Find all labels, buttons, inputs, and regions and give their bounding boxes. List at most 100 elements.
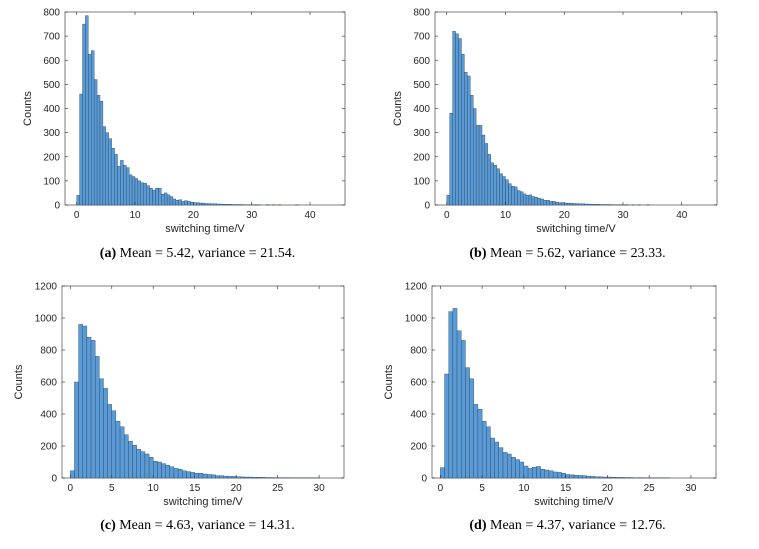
bar-d-33 <box>578 475 583 479</box>
bar-b-39 <box>561 202 565 206</box>
y-tick-label-a-0: 0 <box>54 201 60 212</box>
bar-b-31 <box>537 198 541 206</box>
bar-b-25 <box>520 191 524 206</box>
x-tick-label-c-1: 5 <box>109 483 115 494</box>
bar-b-18 <box>499 173 503 206</box>
bar-c-21 <box>157 461 162 479</box>
x-tick-label-c-2: 10 <box>148 483 160 494</box>
bar-b-20 <box>505 179 509 206</box>
bar-c-20 <box>153 461 158 479</box>
y-tick-label-c-5: 1000 <box>35 314 58 325</box>
bar-d-26 <box>548 470 554 479</box>
bar-d-4 <box>456 330 462 479</box>
bar-c-5 <box>90 340 96 479</box>
y-tick-label-b-5: 500 <box>413 80 430 91</box>
bar-b-19 <box>502 176 506 206</box>
y-tick-label-b-8: 800 <box>413 8 430 19</box>
bar-b-45 <box>578 203 583 206</box>
bar-a-4 <box>88 54 92 206</box>
bar-c-34 <box>211 474 216 479</box>
y-tick-label-d-1: 200 <box>410 442 427 453</box>
x-tick-label-c-6: 30 <box>314 483 326 494</box>
bar-c-46 <box>260 477 266 479</box>
bar-b-11 <box>478 125 483 206</box>
bar-a-35 <box>178 199 182 206</box>
x-tick-label-a-1: 10 <box>129 210 141 221</box>
bar-d-14 <box>498 447 504 479</box>
bar-d-11 <box>486 426 491 479</box>
x-tick-label-b-3: 30 <box>617 210 629 221</box>
bar-d-5 <box>461 340 466 479</box>
bar-d-8 <box>473 404 479 479</box>
bar-d-24 <box>540 469 545 479</box>
bar-b-24 <box>517 190 521 206</box>
histogram-c: 0 5 10 15 20 25 30 0 200 400 600 800 1000 1200 switchi… <box>13 282 345 508</box>
y-axis-label-c: Counts <box>13 364 25 399</box>
bar-a-18 <box>128 174 133 206</box>
bar-d-12 <box>490 437 495 479</box>
bar-b-4 <box>458 38 462 206</box>
bar-d-0 <box>440 467 445 479</box>
bar-c-37 <box>223 475 229 479</box>
x-tick-label-a-0: 0 <box>74 210 80 221</box>
bar-d-28 <box>557 472 562 479</box>
x-tick-label-d-1: 5 <box>479 483 485 494</box>
bar-b-6 <box>464 72 468 206</box>
bar-b-47 <box>584 203 588 206</box>
x-tick-label-c-4: 20 <box>231 483 243 494</box>
y-tick-label-a-1: 100 <box>43 176 60 187</box>
y-tick-label-c-6: 1200 <box>35 282 58 293</box>
bar-c-25 <box>173 468 179 479</box>
bar-a-5 <box>91 50 95 206</box>
x-tick-label-d-6: 30 <box>685 483 697 494</box>
bar-c-14 <box>128 441 133 479</box>
bar-c-16 <box>136 449 141 479</box>
x-axis-label-a: switching time/V <box>165 223 245 235</box>
panel-c: 0 5 10 15 20 25 30 0 200 400 600 800 1000 1200 switchi… <box>0 272 380 517</box>
y-tick-label-a-3: 300 <box>43 128 60 139</box>
bar-b-26 <box>522 193 527 206</box>
panel-d: 0 5 10 15 20 25 30 0 200 400 600 800 1000 1200 switchi… <box>370 272 755 517</box>
histogram-b: 0 10 20 30 400100200300400500600700800switch… <box>392 8 718 235</box>
bar-a-29 <box>161 193 165 206</box>
bar-a-9 <box>102 126 107 206</box>
x-tick-label-a-3: 30 <box>246 210 258 221</box>
y-tick-label-d-2: 400 <box>410 410 427 421</box>
x-axis-label-c: switching time/V <box>163 496 243 508</box>
bar-b-13 <box>484 143 489 206</box>
x-tick-label-d-4: 20 <box>602 483 614 494</box>
bar-a-31 <box>166 194 171 206</box>
bar-d-27 <box>552 471 558 479</box>
caption-b: (b) Mean = 5.62, variance = 23.33. <box>400 246 735 262</box>
x-tick-label-d-5: 25 <box>644 483 656 494</box>
caption-d: (d) Mean = 4.37, variance = 12.76. <box>400 518 735 534</box>
bar-b-50 <box>593 204 597 206</box>
bar-a-19 <box>131 176 136 206</box>
y-tick-label-b-3: 300 <box>413 128 430 139</box>
x-axis-label-b: switching time/V <box>536 223 616 235</box>
bar-b-1 <box>449 113 453 206</box>
histogram-d: 0 5 10 15 20 25 30 0 200 400 600 800 1000 1200 switchi… <box>383 282 717 508</box>
histogram-a: 0 10 20 30 400100200300400500600700800switch… <box>22 8 346 235</box>
caption-c-text: Mean = 4.63, variance = 14.31. <box>119 518 295 533</box>
bar-c-17 <box>140 451 146 479</box>
bar-c-30 <box>194 473 200 479</box>
bar-b-36 <box>552 201 556 206</box>
bar-d-19 <box>519 461 525 479</box>
bar-b-15 <box>490 162 494 206</box>
bar-b-40 <box>564 202 568 206</box>
x-tick-label-d-0: 0 <box>438 483 444 494</box>
bar-c-18 <box>144 453 150 479</box>
bar-b-37 <box>555 201 559 206</box>
bar-a-46 <box>210 203 214 206</box>
bar-d-6 <box>465 367 470 479</box>
x-tick-label-d-3: 15 <box>560 483 572 494</box>
bar-a-22 <box>140 182 144 206</box>
y-tick-label-c-4: 800 <box>40 346 57 357</box>
x-tick-label-a-4: 40 <box>304 210 316 221</box>
y-tick-label-d-5: 1000 <box>405 314 428 325</box>
x-tick-label-c-5: 25 <box>272 483 284 494</box>
x-tick-label-c-3: 15 <box>189 483 201 494</box>
bar-c-44 <box>252 477 258 479</box>
bar-a-3 <box>85 15 89 206</box>
